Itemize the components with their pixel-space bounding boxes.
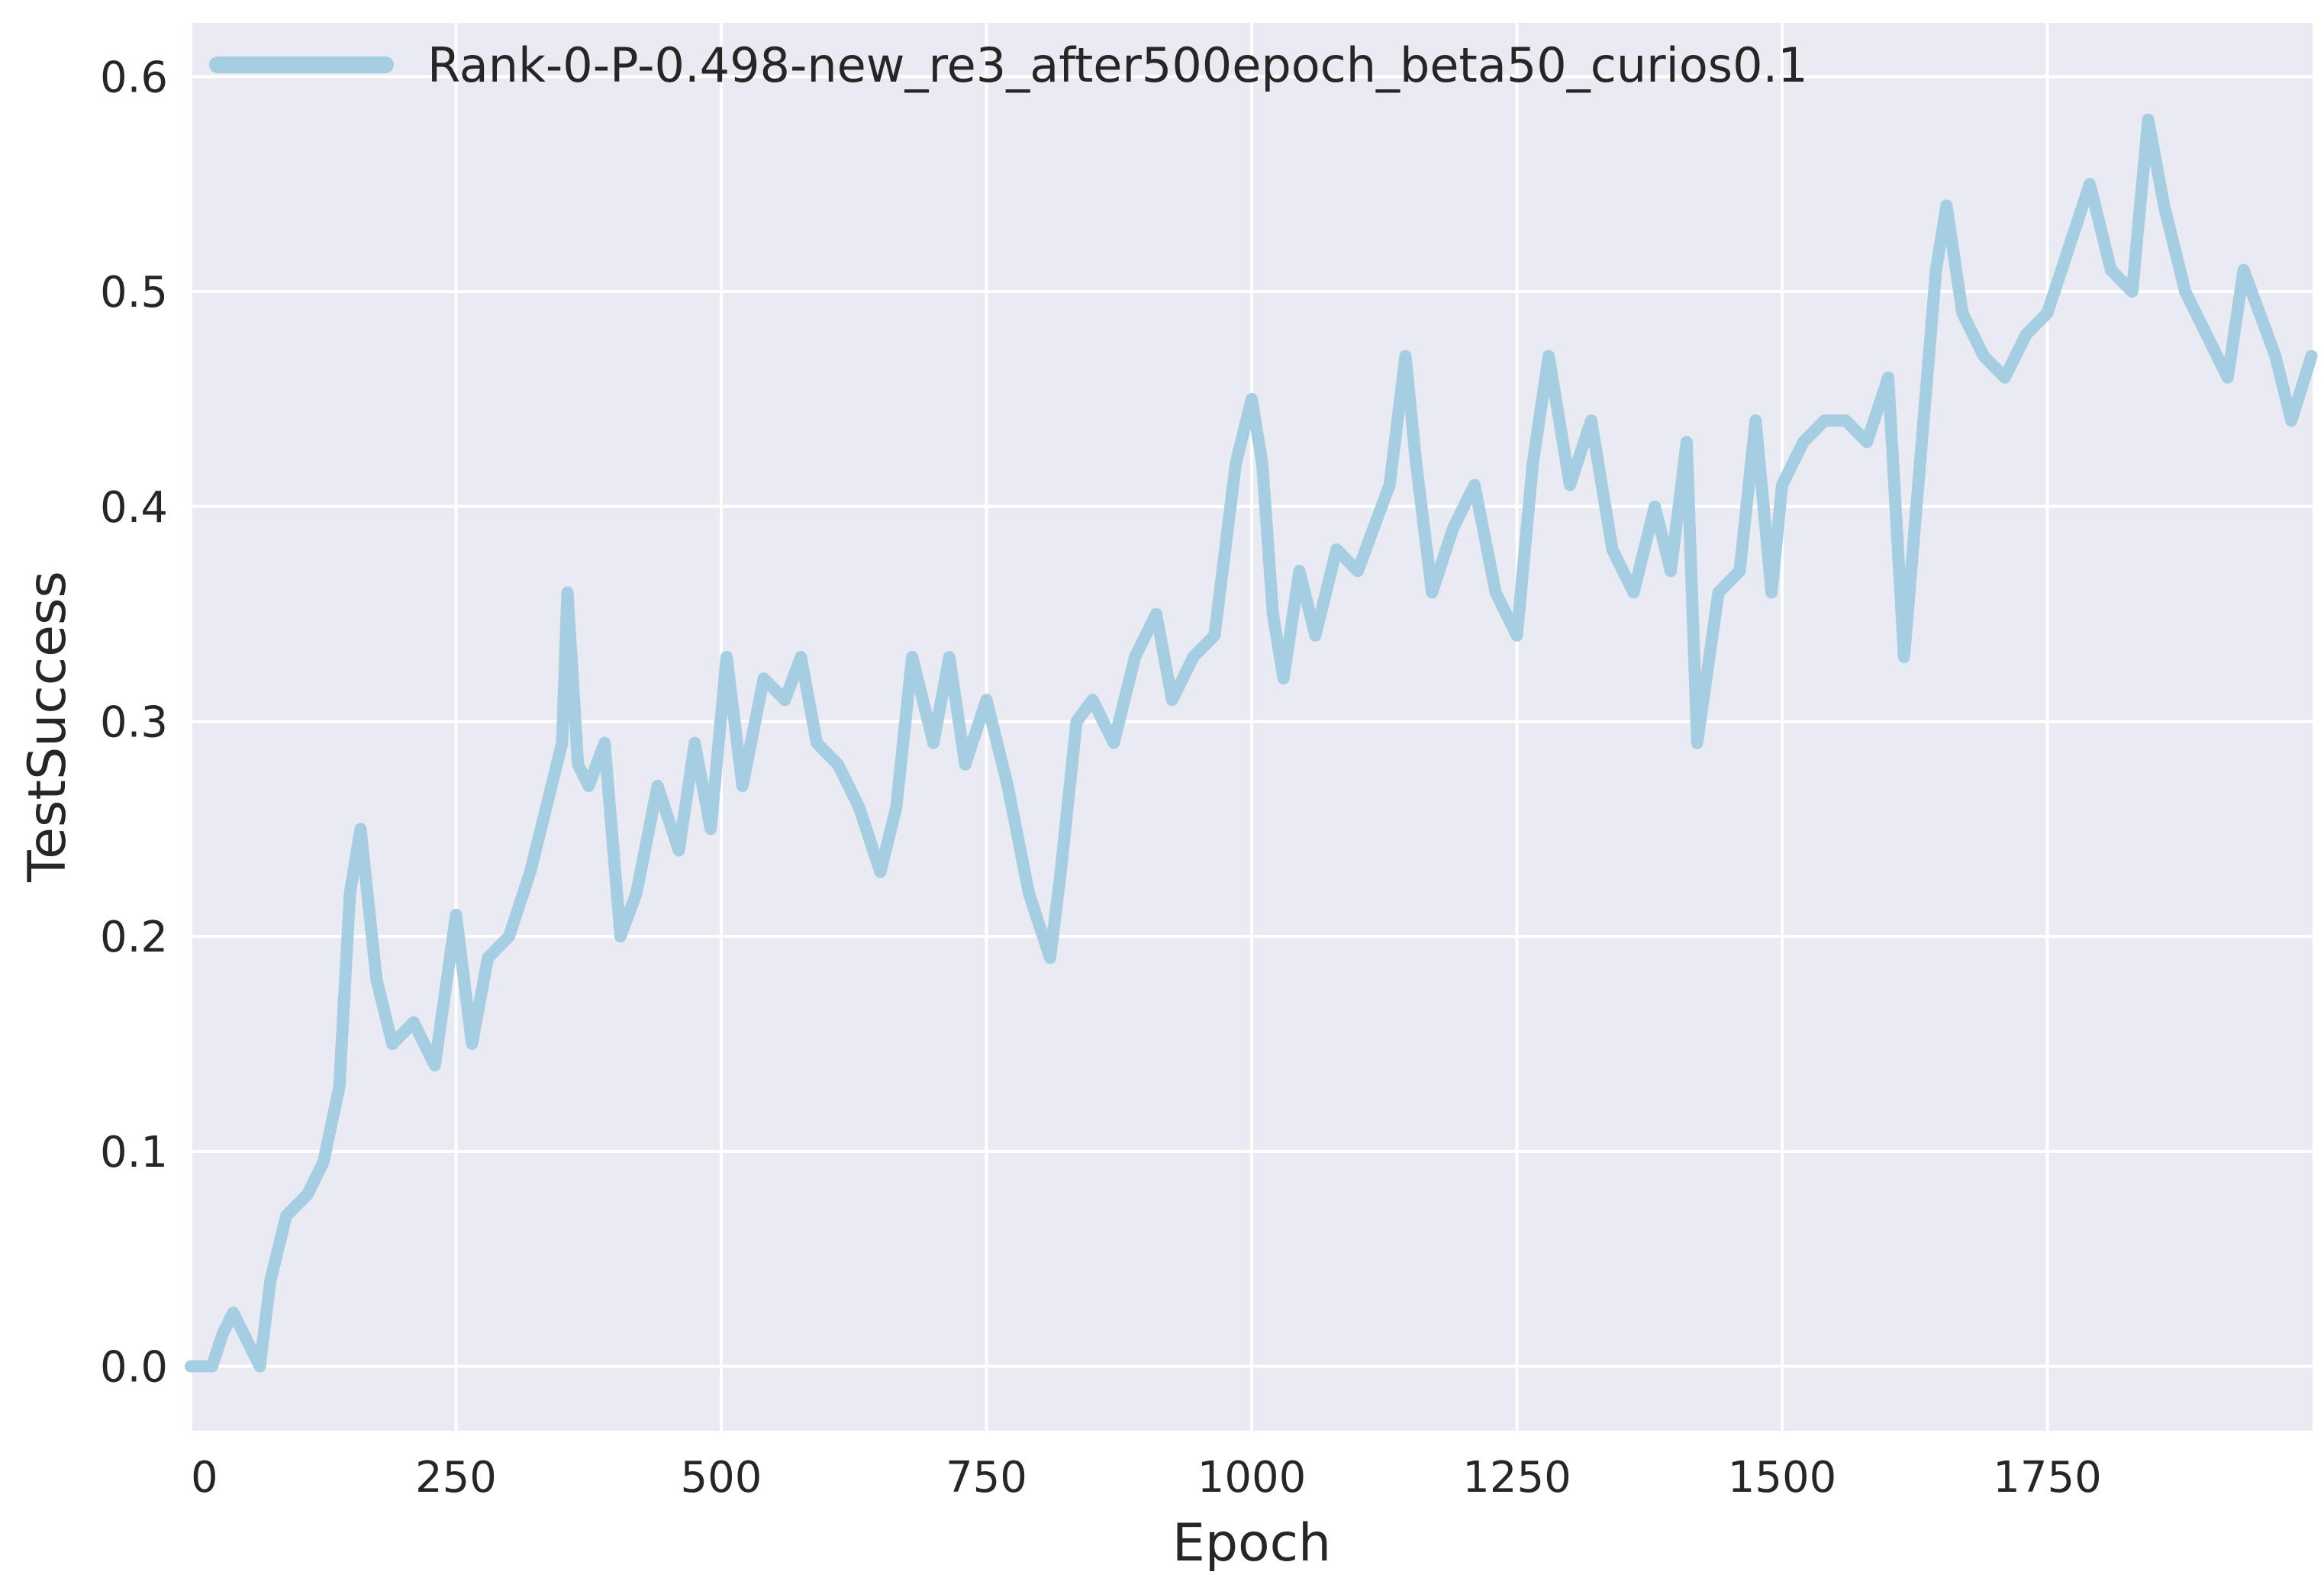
x-tick-label: 250 [415, 1453, 497, 1502]
legend: Rank-0-P-0.498-new_re3_after500epoch_bet… [209, 37, 1808, 93]
y-tick-label: 0.1 [100, 1128, 168, 1177]
x-tick-label: 750 [946, 1453, 1027, 1502]
y-axis-title: TestSuccess [18, 571, 78, 883]
y-tick-label: 0.0 [100, 1342, 168, 1392]
y-tick-label: 0.5 [100, 268, 168, 317]
x-tick-labels: 0 250 500 750 1000 1250 1500 1750 [191, 1453, 2102, 1502]
y-tick-label: 0.4 [100, 483, 168, 533]
grid-lines [189, 23, 2313, 1431]
x-tick-label: 0 [191, 1453, 218, 1502]
x-tick-label: 1750 [1993, 1453, 2102, 1502]
x-tick-label: 1500 [1728, 1453, 1837, 1502]
x-axis-title: Epoch [1172, 1513, 1331, 1573]
x-tick-label: 1250 [1462, 1453, 1571, 1502]
y-tick-label: 0.3 [100, 697, 168, 747]
x-tick-label: 1000 [1197, 1453, 1307, 1502]
y-tick-label: 0.2 [100, 913, 168, 962]
series-layer [185, 113, 2318, 1373]
legend-label: Rank-0-P-0.498-new_re3_after500epoch_bet… [427, 37, 1808, 93]
y-tick-label: 0.6 [100, 53, 168, 102]
x-tick-label: 500 [681, 1453, 762, 1502]
series-line [185, 113, 2318, 1373]
y-tick-labels: 0.0 0.1 0.2 0.3 0.4 0.5 0.6 [100, 53, 168, 1392]
